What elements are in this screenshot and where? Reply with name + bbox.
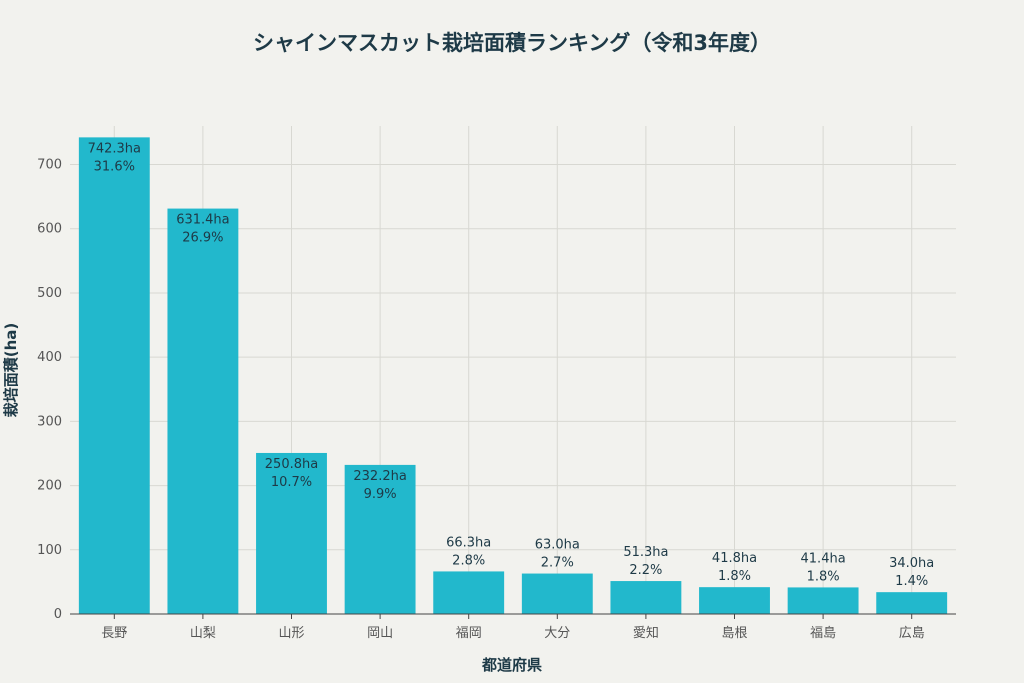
bar-share-label: 1.8% (807, 569, 840, 584)
y-tick-label: 500 (37, 286, 62, 301)
bar-share-label: 2.8% (452, 553, 485, 568)
x-tick-label: 山梨 (190, 626, 216, 641)
bar-share-label: 31.6% (94, 159, 135, 174)
y-tick-label: 0 (54, 607, 62, 622)
bar-value-label: 41.8ha (712, 551, 757, 566)
y-tick-label: 600 (37, 222, 62, 237)
x-tick-label: 山形 (278, 626, 304, 641)
x-axis-title: 都道府県 (481, 656, 542, 674)
bar-value-label: 34.0ha (889, 556, 934, 571)
bar-value-label: 250.8ha (265, 457, 318, 472)
y-tick-layer: 0 100 200 300 400 500 600 700 (37, 158, 62, 622)
bar-value-label: 742.3ha (88, 141, 141, 156)
x-tick-layer: 長野 山梨 山形 岡山 福岡 大分 愛知 島根 福島 広島 (101, 614, 925, 641)
label-layer: 742.3ha 31.6% 631.4ha 26.9% 250.8ha 10.7% 232.… (88, 141, 935, 589)
bar-share-label: 26.9% (182, 231, 223, 246)
bar-share-label: 10.7% (271, 475, 312, 490)
y-tick-label: 400 (37, 350, 62, 365)
x-tick-label: 岡山 (367, 626, 393, 641)
y-tick-label: 300 (37, 414, 62, 429)
y-tick-label: 100 (37, 543, 62, 558)
bar-8 (787, 587, 859, 614)
bar-2 (256, 452, 327, 614)
bar-5 (521, 573, 593, 614)
chart-title: シャインマスカット栽培面積ランキング（令和3年度） (253, 31, 771, 55)
bar-value-label: 41.4ha (801, 551, 846, 566)
bar-value-label: 51.3ha (623, 545, 668, 560)
bar-1 (167, 208, 239, 614)
bar-share-label: 1.4% (895, 574, 928, 589)
y-axis-title: 栽培面積(ha) (2, 323, 20, 418)
x-tick-label: 大分 (544, 626, 570, 641)
bar-4 (433, 571, 505, 614)
bar-share-label: 1.8% (718, 569, 751, 584)
bar-value-label: 63.0ha (535, 538, 580, 553)
bar-0 (78, 137, 150, 614)
bar-value-label: 232.2ha (353, 469, 406, 484)
bar-share-label: 9.9% (364, 487, 397, 502)
bar-share-label: 2.7% (541, 556, 574, 571)
x-tick-label: 愛知 (633, 625, 659, 641)
y-tick-label: 700 (37, 158, 62, 173)
bar-share-label: 2.2% (629, 563, 662, 578)
x-tick-label: 島根 (721, 626, 747, 641)
x-tick-label: 長野 (101, 626, 127, 641)
x-tick-label: 福岡 (456, 626, 482, 641)
x-tick-label: 広島 (899, 626, 925, 641)
bar-6 (610, 581, 682, 614)
y-tick-label: 200 (37, 479, 62, 494)
bar-value-label: 66.3ha (446, 535, 491, 550)
bar-3 (344, 464, 416, 614)
bar-9 (876, 592, 948, 614)
bar-7 (699, 587, 770, 614)
bar-layer (78, 137, 948, 614)
x-tick-label: 福島 (810, 626, 836, 641)
bar-value-label: 631.4ha (176, 213, 229, 228)
